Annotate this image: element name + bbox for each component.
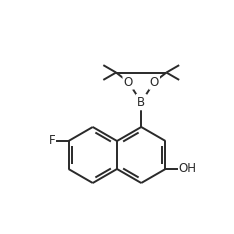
- Text: O: O: [124, 76, 133, 88]
- Text: F: F: [49, 135, 56, 147]
- Text: B: B: [137, 95, 145, 109]
- Text: O: O: [150, 76, 159, 88]
- Text: OH: OH: [178, 162, 196, 176]
